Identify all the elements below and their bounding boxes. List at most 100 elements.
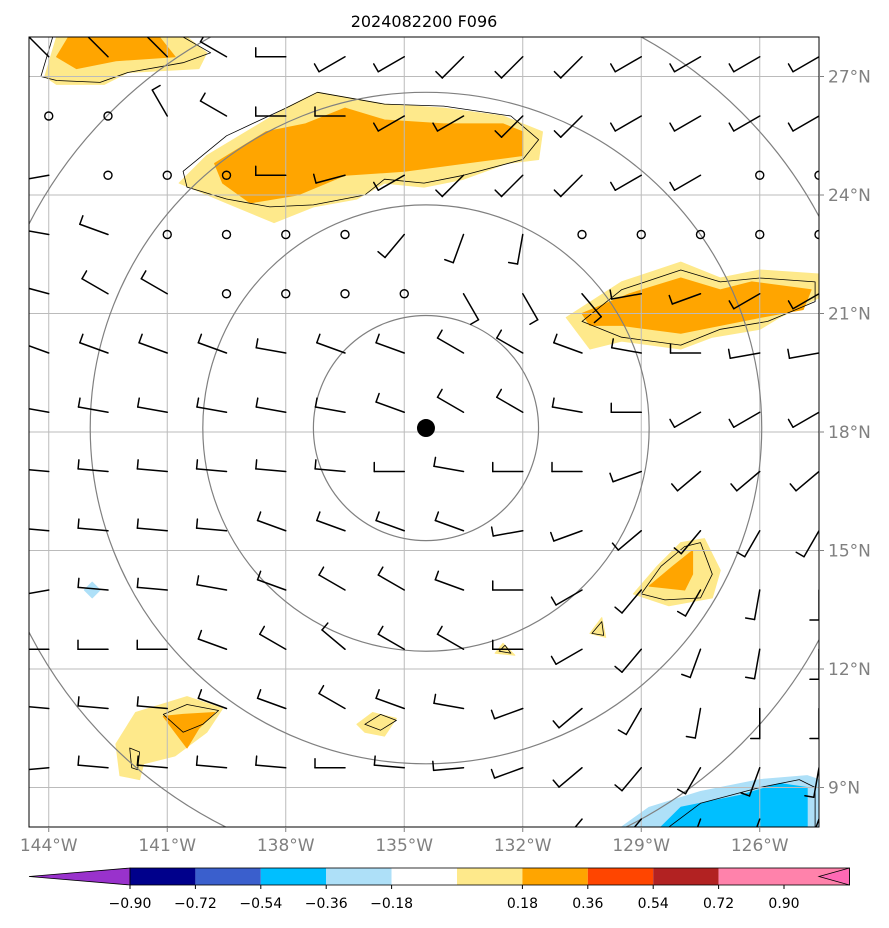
colorbar-tick-label: −0.90: [109, 896, 152, 912]
wind-barb-flag: [77, 459, 80, 470]
wind-barb-icon: [314, 459, 346, 473]
wind-barb-staff: [733, 411, 761, 428]
wind-barb-flag: [255, 338, 259, 349]
wind-barb-staff: [197, 638, 228, 650]
wind-barb-staff: [792, 293, 819, 310]
wind-barb-flag: [553, 333, 558, 344]
colorbar-tick-label: −0.72: [174, 896, 217, 912]
wind-barb-flag: [610, 338, 615, 349]
wind-barb-staff: [694, 707, 702, 739]
field-pos1-region: [356, 712, 397, 737]
wind-barb-flag: [316, 511, 321, 522]
plot-area: [18, 29, 819, 827]
latitude-tick-labels: 27°N 24°N 21°N 18°N 15°N 12°N 9°N: [819, 68, 871, 799]
wind-barb-staff: [29, 230, 50, 236]
wind-barb-icon: [617, 707, 642, 736]
wind-barb-icon: [681, 648, 702, 679]
wind-barb-flag: [611, 542, 620, 551]
wind-barb-calm-icon: [162, 229, 172, 240]
wind-barb-icon: [727, 348, 761, 359]
colorbar-tick-label: 0.54: [638, 896, 669, 912]
wind-barb-staff: [29, 528, 50, 532]
wind-barb-staff: [256, 578, 287, 591]
wind-barb-icon: [318, 684, 346, 710]
wind-barb-flag: [18, 586, 20, 595]
wind-barb-flag: [614, 784, 623, 792]
positive-contour-line: [40, 37, 212, 83]
wind-barb-staff: [452, 233, 465, 264]
wind-barb-icon: [373, 174, 405, 191]
wind-barb-staff: [574, 818, 583, 827]
latitude-tick-label: 9°N: [828, 779, 860, 799]
wind-barb-flag: [787, 348, 791, 359]
wind-barb-flag: [614, 606, 623, 614]
wind-barb-icon: [496, 329, 524, 354]
wind-barb-staff: [433, 702, 465, 710]
wind-barb-flag: [136, 696, 139, 707]
wind-barb-staff: [316, 519, 346, 532]
wind-barb-icon: [312, 173, 346, 184]
wind-barb-icon: [609, 470, 642, 483]
wind-barb-icon: [29, 648, 50, 650]
wind-barb-flag: [550, 596, 557, 606]
wind-barb-calm-icon: [814, 229, 819, 240]
wind-barb-staff: [384, 233, 405, 259]
wind-barb-flag: [136, 397, 141, 408]
wind-barb-icon: [728, 115, 761, 132]
wind-barb-flag: [373, 755, 376, 766]
wind-barb-staff: [197, 341, 228, 354]
wind-barb-flag: [681, 673, 691, 679]
wind-barb-staff: [196, 406, 228, 413]
wind-barb-flag: [496, 329, 503, 339]
wind-barb-icon: [462, 293, 480, 325]
wind-barb-flag: [373, 122, 380, 132]
wind-barb-flag: [377, 625, 384, 635]
wind-barb-flag: [314, 459, 317, 470]
wind-barb-staff: [77, 468, 109, 473]
colorbar-segment: [130, 868, 196, 885]
positive-contour-line: [182, 91, 539, 208]
wind-barb-staff: [375, 519, 405, 532]
wind-barb-flag: [19, 697, 20, 706]
wind-barb-flag: [494, 70, 503, 79]
wind-barb-icon: [375, 333, 405, 354]
wind-barb-staff: [136, 527, 168, 532]
wind-barb-icon: [433, 456, 465, 473]
wind-barb-staff: [314, 406, 346, 413]
wind-barb-flag: [740, 792, 751, 797]
wind-barb-icon: [728, 56, 761, 73]
wind-barb-icon: [373, 755, 405, 769]
wind-barb-staff: [733, 293, 761, 310]
wind-barb-icon: [673, 530, 702, 555]
wind-barb-icon: [79, 215, 109, 236]
latitude-tick-label: 24°N: [828, 186, 871, 206]
colorbar-tick-label: 0.90: [768, 896, 799, 912]
wind-barb-staff: [558, 767, 583, 788]
wind-barb-icon: [136, 577, 168, 591]
wind-barb-flag: [789, 483, 797, 492]
wind-barb-icon: [496, 388, 524, 413]
wind-barb-flag: [593, 315, 603, 324]
wind-barb-staff: [795, 470, 819, 492]
wind-barb-icon: [610, 56, 642, 73]
wind-barb-layer: [18, 29, 819, 827]
wind-barb-flag: [494, 189, 503, 198]
wind-barb-flag: [146, 29, 152, 35]
wind-barb-staff: [255, 764, 287, 769]
wind-barb-flag: [196, 575, 200, 586]
wind-barb-icon: [138, 333, 168, 354]
wind-barb-staff: [493, 707, 524, 720]
wind-barb-icon: [730, 470, 761, 492]
wind-barb-flag: [197, 333, 203, 344]
wind-barb-flag: [77, 577, 80, 589]
wind-barb-staff: [560, 56, 583, 79]
wind-barb-staff: [673, 174, 702, 191]
wind-barb-staff: [441, 56, 465, 79]
colorbar: −0.90 −0.72 −0.54 −0.36 −0.18 0.18 0.36 0.54 0.7…: [28, 867, 850, 912]
wind-barb-flag: [676, 610, 687, 617]
wind-barb-flag: [435, 189, 444, 198]
wind-barb-flag: [490, 709, 496, 720]
wind-barb-icon: [375, 511, 405, 532]
wind-barb-icon: [676, 767, 702, 795]
